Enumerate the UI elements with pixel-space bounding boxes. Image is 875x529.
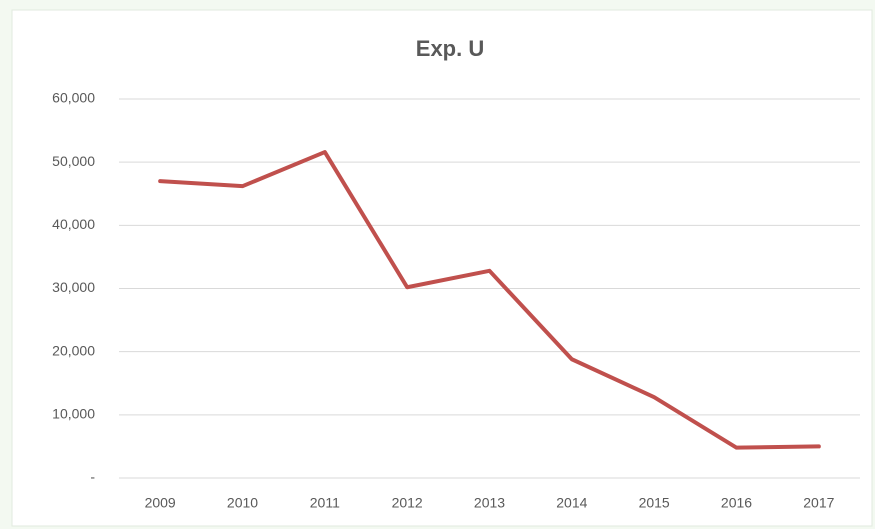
y-tick-label: - — [90, 469, 95, 485]
x-tick-label: 2013 — [474, 495, 505, 511]
x-tick-label: 2011 — [310, 495, 340, 511]
x-tick-label: 2009 — [145, 495, 176, 511]
y-tick-label: 40,000 — [52, 216, 95, 232]
y-tick-label: 10,000 — [52, 406, 95, 422]
x-tick-label: 2016 — [721, 495, 752, 511]
chart-area — [11, 9, 873, 527]
x-tick-label: 2015 — [639, 495, 670, 511]
y-tick-label: 20,000 — [52, 342, 95, 358]
x-tick-label: 2017 — [803, 495, 834, 511]
chart-title: Exp. U — [416, 36, 484, 61]
x-tick-label: 2012 — [392, 495, 423, 511]
x-tick-label: 2010 — [227, 495, 258, 511]
line-series — [158, 150, 821, 450]
x-tick-label: 2014 — [556, 495, 587, 511]
y-tick-label: 50,000 — [52, 153, 95, 169]
y-tick-label: 60,000 — [52, 90, 95, 106]
y-tick-label: 30,000 — [52, 279, 95, 295]
